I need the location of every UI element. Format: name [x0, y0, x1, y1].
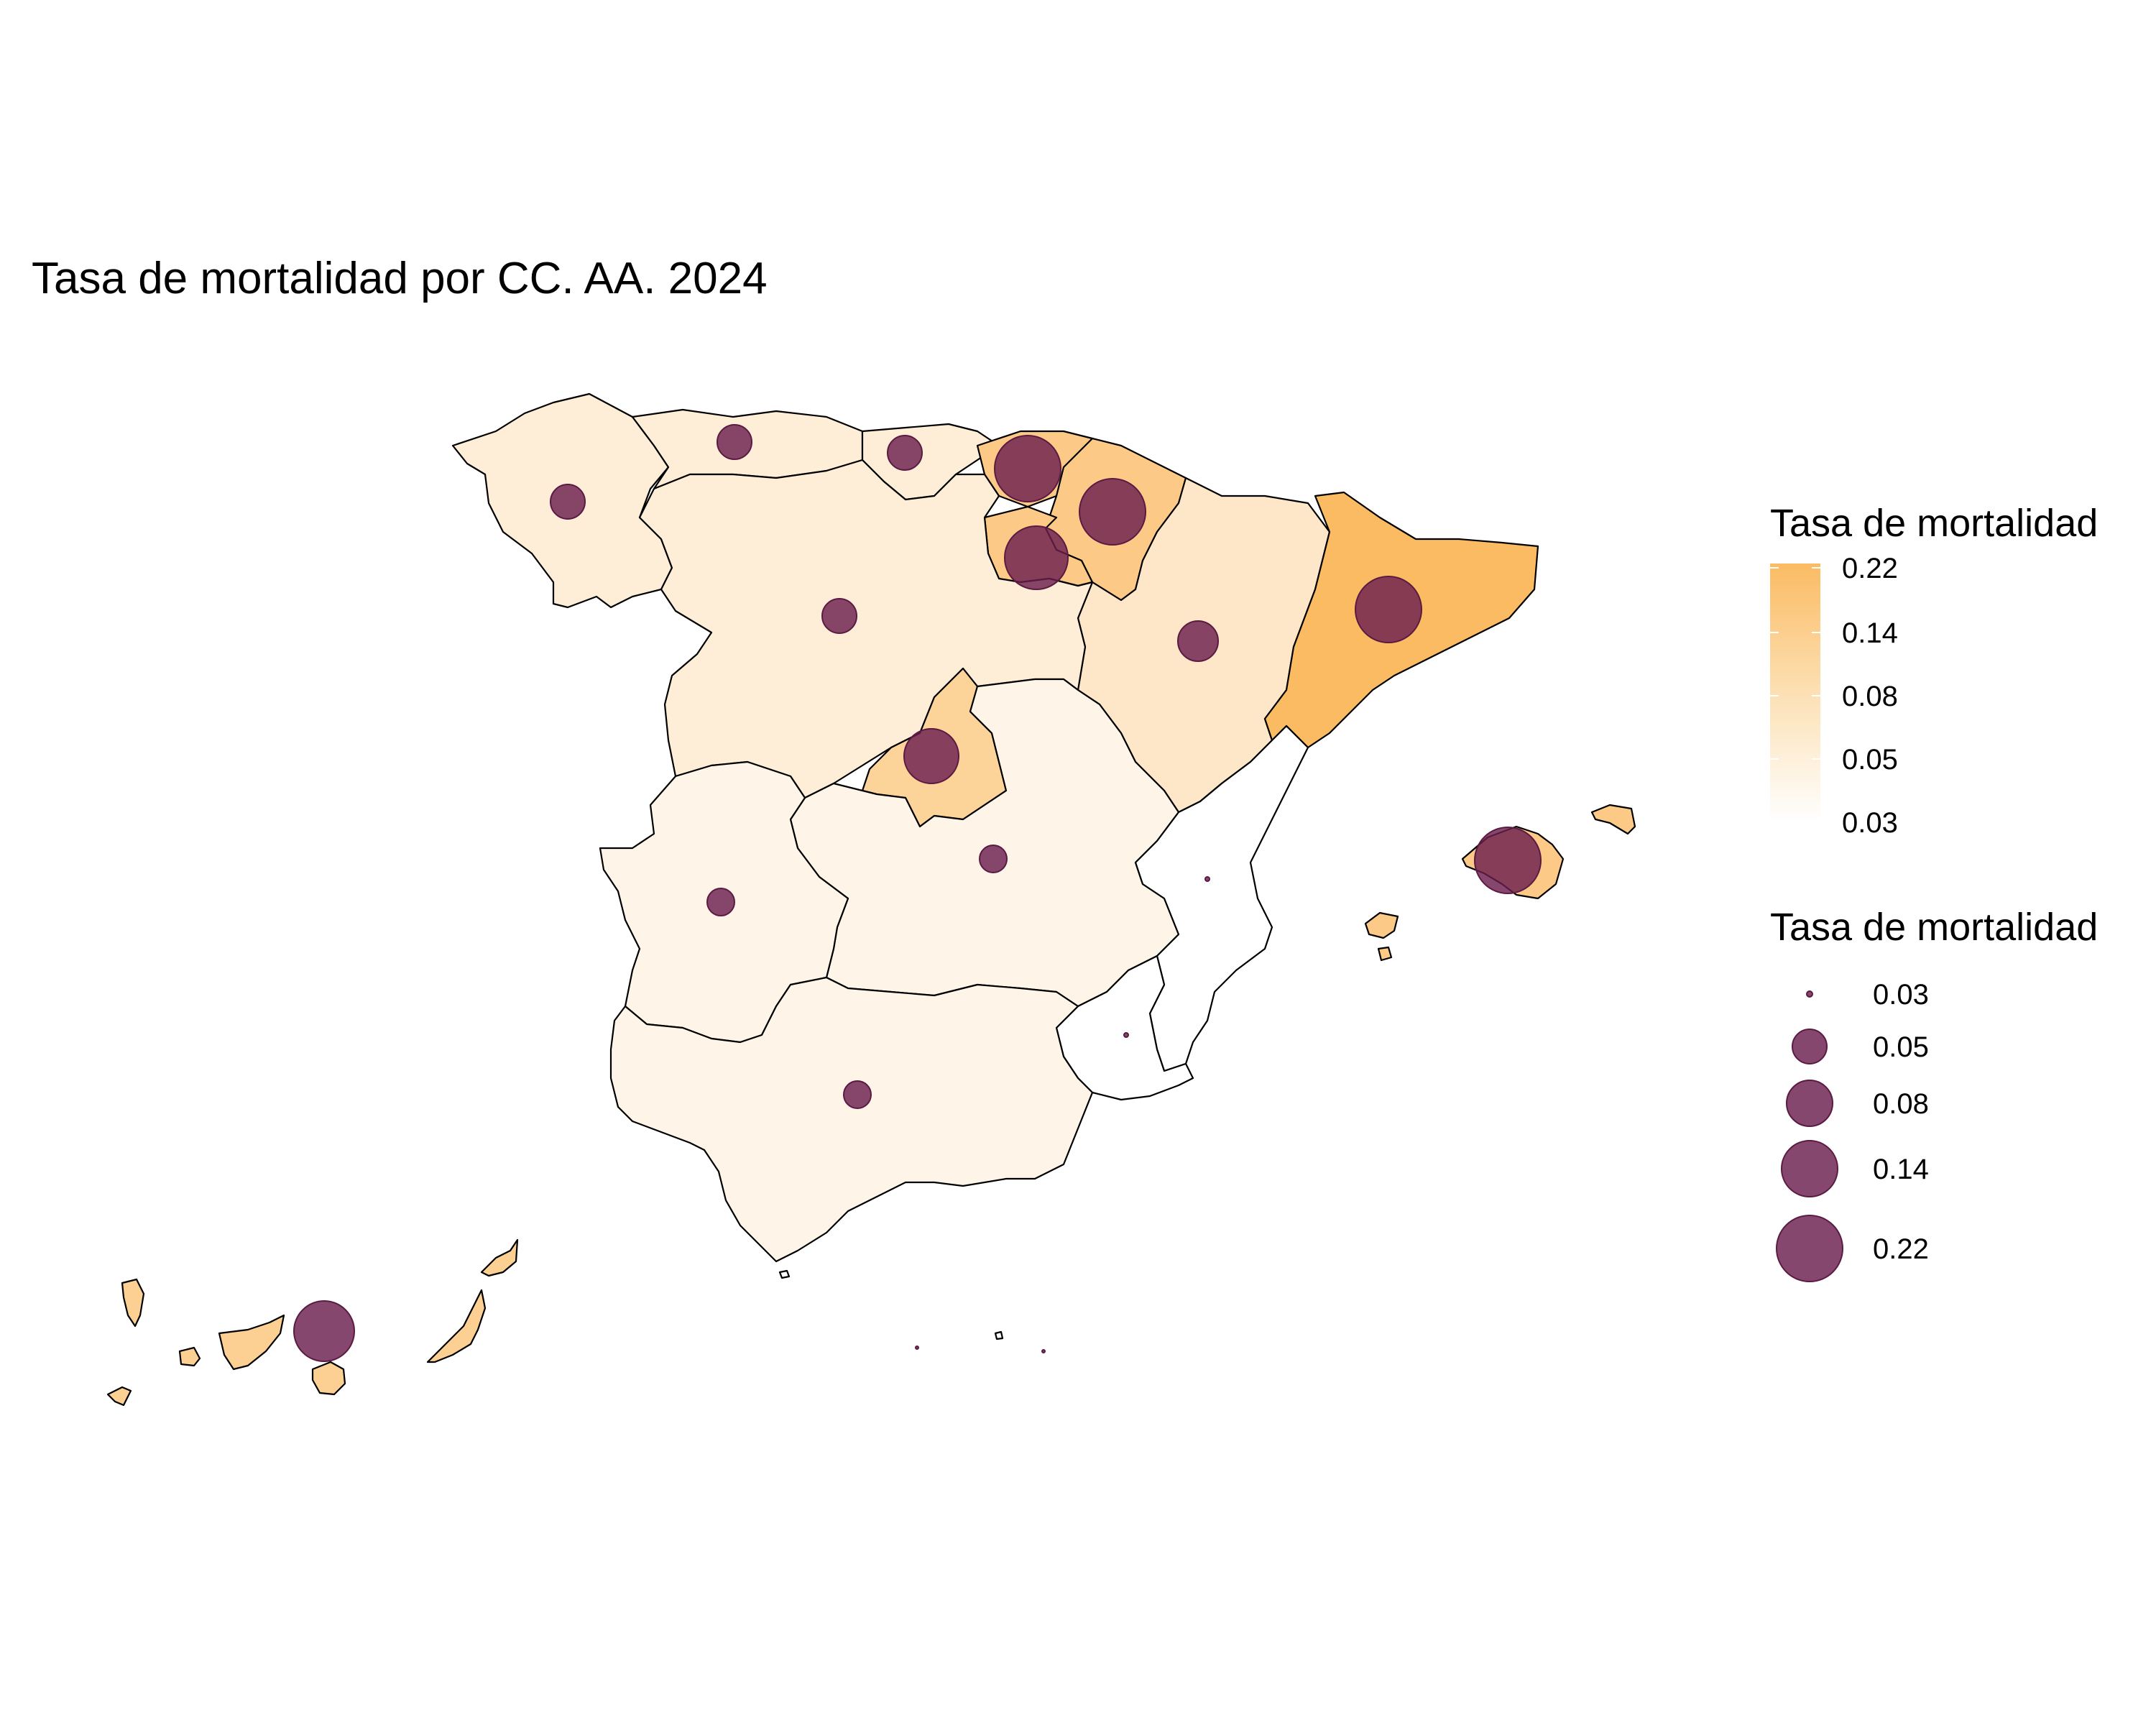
island-la-gomera [178, 1346, 201, 1367]
size-legend-key [1781, 1140, 1838, 1197]
bubble-navarra [1079, 478, 1146, 546]
fill-legend-colorbar [1770, 564, 1820, 822]
island-tenerife [218, 1314, 285, 1371]
bubble-canarias [293, 1300, 355, 1362]
bubble-asturias [717, 424, 752, 460]
size-legend-label: 0.14 [1873, 1154, 1929, 1185]
region-canarias [106, 1238, 519, 1407]
region-andalucia [609, 976, 1094, 1263]
bubble-andalucia [843, 1080, 872, 1109]
size-legend-label: 0.05 [1873, 1031, 1929, 1063]
island-lanzarote [480, 1238, 519, 1277]
bubble-aragon [1177, 620, 1219, 662]
size-legend-key [1776, 1215, 1843, 1282]
size-legend-label: 0.22 [1873, 1233, 1929, 1265]
bubble-cataluna [1355, 576, 1422, 643]
regions-layer [106, 392, 1636, 1407]
map-title: Tasa de mortalidad por CC. AA. 2024 [32, 254, 768, 303]
bubble-madrid [903, 728, 959, 784]
size-legend-label: 0.03 [1873, 979, 1929, 1011]
size-legend-key [1792, 1029, 1828, 1064]
size-legend-title: Tasa de mortalidad [1770, 906, 2098, 949]
fill-legend-label: 0.14 [1842, 617, 1898, 649]
bubble-cantabria [887, 435, 923, 471]
bubble-extremadura [706, 888, 735, 916]
size-legend: Tasa de mortalidad 0.03 0.05 0.08 0.14 0… [1770, 906, 2098, 1282]
bubble-ceuta [915, 1346, 919, 1350]
fill-legend-label: 0.22 [1842, 553, 1898, 584]
size-legend-label: 0.08 [1873, 1088, 1929, 1120]
bubble-murcia [1123, 1032, 1129, 1038]
fill-legend-ticks [1770, 567, 1820, 760]
fill-legend-label: 0.05 [1842, 744, 1898, 776]
size-legend-key [1806, 990, 1813, 998]
bubble-castilla-y-leon [821, 598, 857, 634]
region-melilla [994, 1330, 1004, 1340]
island-formentera [1377, 946, 1393, 962]
bubble-castilla-la-mancha [979, 845, 1008, 873]
bubble-la-rioja [1004, 525, 1069, 590]
bubble-illes-balears [1474, 827, 1542, 894]
island-fuerteventura [426, 1289, 487, 1363]
island-gran-canaria [311, 1361, 346, 1396]
bubble-melilla [1041, 1349, 1046, 1353]
island-la-palma [121, 1278, 145, 1328]
island-el-hierro [106, 1386, 132, 1407]
bubble-pais-vasco [994, 435, 1061, 502]
island-menorca [1590, 804, 1636, 835]
size-legend-key [1786, 1080, 1833, 1127]
fill-legend-label: 0.03 [1842, 807, 1898, 839]
fill-legend-label: 0.08 [1842, 681, 1898, 712]
bubble-comunitat-valenciana [1204, 876, 1210, 882]
island-ibiza [1364, 911, 1399, 939]
fill-legend: Tasa de mortalidad 0.22 0.14 0.08 0.05 0… [1770, 502, 2098, 839]
bubbles-layer [293, 424, 1542, 1362]
fill-legend-title: Tasa de mortalidad [1770, 502, 2098, 545]
region-ceuta [778, 1269, 791, 1279]
bubble-galicia [550, 484, 586, 520]
